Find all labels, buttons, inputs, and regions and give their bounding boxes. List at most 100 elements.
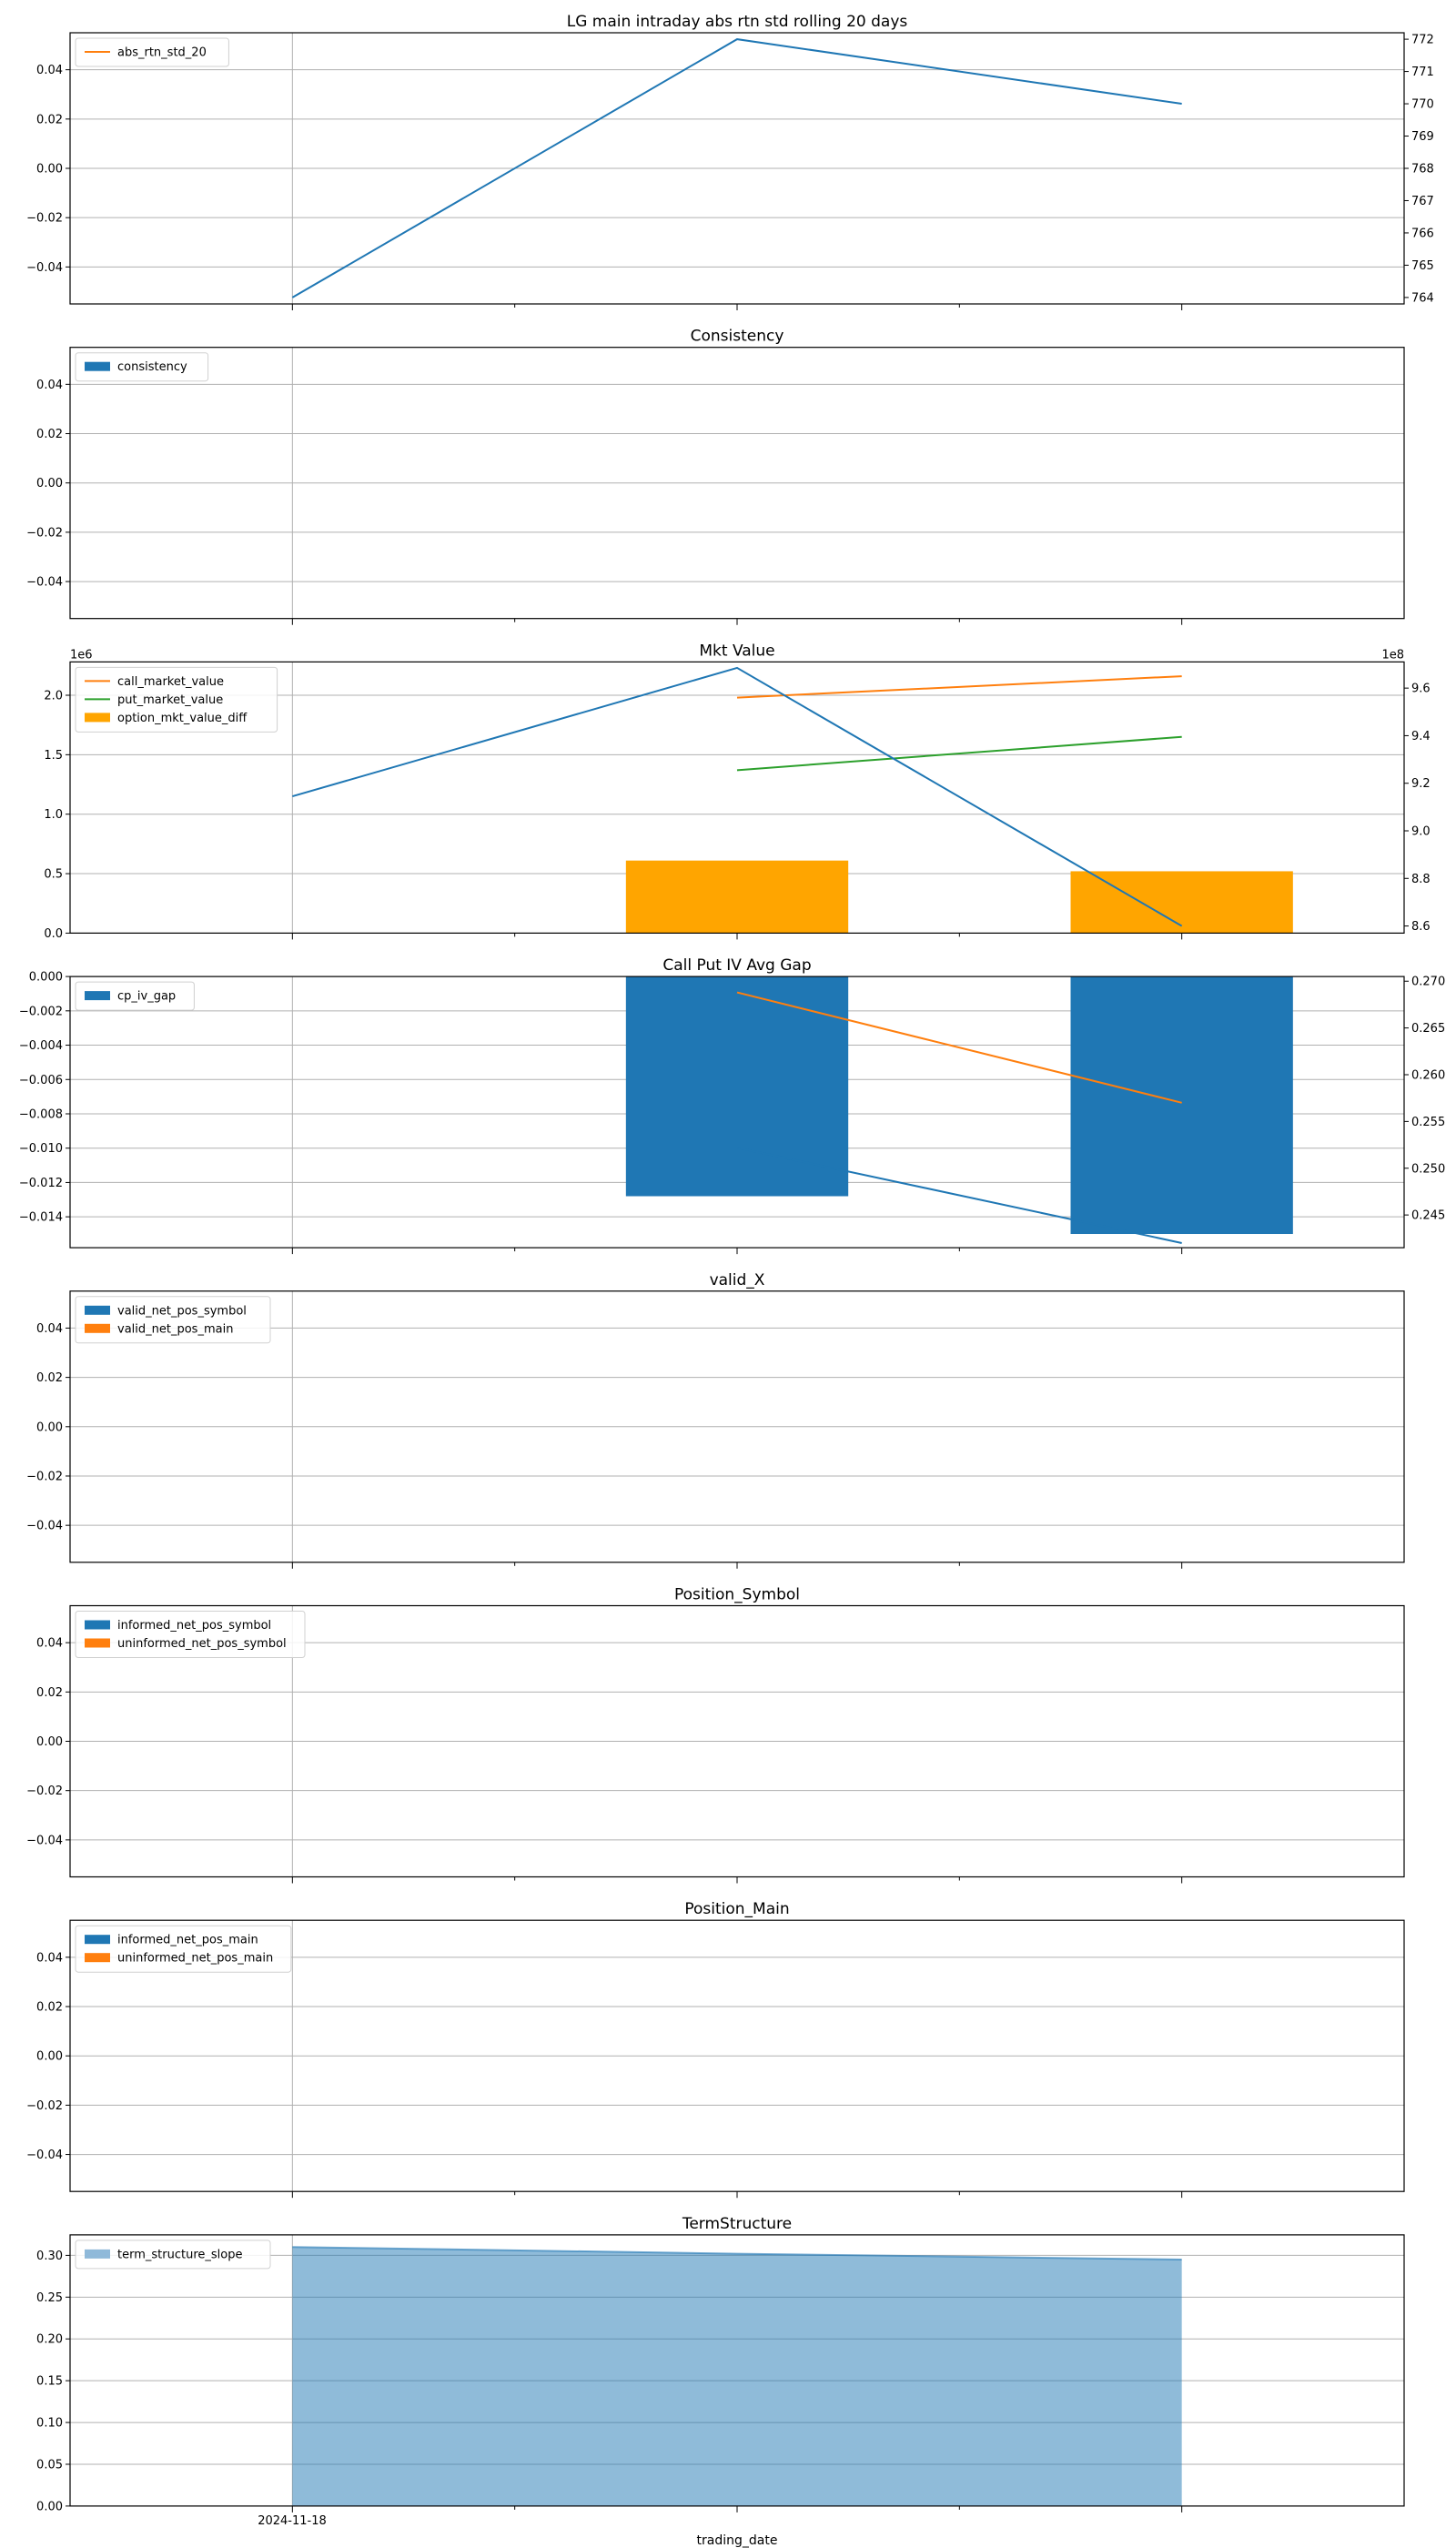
y2-tick-label: 764 [1411, 291, 1434, 305]
bar [625, 860, 849, 934]
bar [1070, 871, 1293, 934]
y2-tick-label: 8.6 [1411, 920, 1431, 934]
legend-label: call_market_value [117, 675, 224, 689]
area-fill [292, 2247, 1182, 2506]
legend-label: consistency [117, 360, 187, 374]
y2-tick-label: 9.2 [1411, 777, 1431, 791]
y2-tick-label: 772 [1411, 34, 1434, 47]
y-tick-label: −0.002 [19, 1005, 63, 1018]
y-tick-label: −0.004 [19, 1039, 63, 1053]
y-tick-label: 1.5 [44, 749, 63, 763]
y2-tick-label: 9.4 [1411, 730, 1431, 743]
y2-tick-label: 0.245 [1411, 1209, 1445, 1223]
y2-tick-label: 0.270 [1411, 976, 1445, 989]
y-tick-label: 0.04 [36, 1951, 63, 1965]
y-tick-label: 0.05 [36, 2458, 63, 2472]
legend-box [75, 2240, 271, 2270]
chart-panel-2: Mkt Value 2.0 1.5 1.0 0.5 0.0 1e6 9.6 9.4 9.2 9.0 8… [44, 642, 1430, 941]
legend-label: abs_rtn_std_20 [117, 46, 207, 60]
legend-label: option_mkt_value_diff [117, 712, 248, 725]
legend-swatch-patch [85, 1323, 110, 1333]
y-tick-label: 0.00 [36, 2050, 63, 2064]
y-tick-label: 0.04 [36, 64, 63, 77]
legend-swatch-patch [85, 1953, 110, 1963]
legend-label: cp_iv_gap [117, 990, 176, 1004]
bar [625, 976, 849, 1197]
y-tick-label: −0.02 [26, 212, 63, 226]
legend-swatch-patch [85, 713, 110, 723]
chart-panel-7: TermStructure 0.30 0.25 0.20 0.15 0.10 0.05 0.0… [36, 2215, 1405, 2513]
legend-swatch-patch [85, 1638, 110, 1648]
y-tick-label: 0.20 [36, 2333, 63, 2347]
y-tick-label: −0.014 [19, 1211, 63, 1225]
chart-title: Position_Symbol [674, 1586, 800, 1604]
y-tick-label: 0.02 [36, 428, 63, 441]
y-tick-label: 0.02 [36, 1371, 63, 1385]
legend-label: valid_net_pos_main [117, 1322, 233, 1336]
area-edge [292, 2246, 1182, 2260]
y-tick-label: 0.15 [36, 2375, 63, 2389]
chart-panel-0: LG main intraday abs rtn std rolling 20 … [26, 13, 1434, 310]
y-tick-label: −0.04 [26, 1834, 63, 1847]
chart-title: Mkt Value [699, 642, 774, 660]
legend-box [75, 37, 229, 67]
y2-tick-label: 769 [1411, 130, 1434, 144]
chart-title: Position_Main [684, 1900, 789, 1918]
chart-panel-6: Position_Main 0.04 0.02 0.00 −0.02 −0.04 infor… [26, 1900, 1405, 2199]
y2-tick-label: 765 [1411, 259, 1434, 273]
legend-swatch-patch [85, 1620, 110, 1630]
y2-tick-label: 0.250 [1411, 1162, 1445, 1176]
legend-box [75, 352, 209, 382]
legend-swatch-patch [85, 2249, 110, 2259]
y-tick-label: −0.02 [26, 2099, 63, 2113]
chart-panel-3: Call Put IV Avg Gap 0.000 −0.002 −0.004 −0.0… [19, 956, 1445, 1255]
y-tick-label: 0.30 [36, 2250, 63, 2263]
y-tick-label: 2.0 [44, 689, 63, 703]
chart-panel-1: Consistency 0.04 0.02 0.00 −0.02 −0.04 consist… [26, 328, 1405, 625]
y-tick-label: 0.00 [36, 1735, 63, 1749]
y-tick-label: 0.10 [36, 2417, 63, 2431]
series-line [736, 735, 1182, 772]
legend-label: informed_net_pos_main [117, 1934, 258, 1947]
y-tick-label: 0.04 [36, 1322, 63, 1336]
y-tick-label: 0.02 [36, 2001, 63, 2015]
y-tick-label: −0.010 [19, 1142, 63, 1156]
y-tick-label: 0.04 [36, 1637, 63, 1651]
y-tick-label: 0.00 [36, 163, 63, 177]
shared-x-tick-label: 2024-11-18 [258, 2514, 327, 2528]
y2-tick-label: 8.8 [1411, 873, 1431, 886]
legend-label: valid_net_pos_symbol [117, 1304, 247, 1318]
chart-title: TermStructure [682, 2215, 792, 2233]
y-tick-label: 0.00 [36, 2500, 63, 2513]
y-tick-label: −0.04 [26, 1520, 63, 1533]
y-tick-label: −0.008 [19, 1107, 63, 1121]
series-line [291, 38, 1182, 298]
legend-box [75, 666, 278, 733]
legend-swatch-patch [85, 991, 110, 1001]
legend-label: term_structure_slope [117, 2248, 242, 2261]
y-tick-label: −0.006 [19, 1074, 63, 1087]
legend-box [75, 981, 195, 1011]
y-tick-label: −0.02 [26, 526, 63, 540]
y-tick-label: 0.0 [44, 927, 63, 941]
chart-title: Call Put IV Avg Gap [662, 956, 811, 975]
y-tick-label: −0.04 [26, 2149, 63, 2162]
y2-offset-label: 1e8 [1381, 648, 1404, 662]
chart-title: Consistency [691, 328, 784, 346]
chart-title: LG main intraday abs rtn std rolling 20 … [567, 13, 908, 31]
y-tick-label: 0.00 [36, 477, 63, 490]
chart-panel-5: Position_Symbol 0.04 0.02 0.00 −0.02 −0.04 inf… [26, 1586, 1405, 1884]
series-line [736, 1147, 1182, 1244]
y2-tick-label: 0.265 [1411, 1022, 1445, 1036]
y-tick-label: 0.04 [36, 379, 63, 392]
y2-tick-label: 768 [1411, 163, 1434, 177]
y-tick-label: −0.04 [26, 576, 63, 590]
y2-tick-label: 9.0 [1411, 824, 1431, 838]
chart-panel-4: valid_X 0.04 0.02 0.00 −0.02 −0.04 valid_net_p… [26, 1271, 1405, 1569]
y2-tick-label: 771 [1411, 66, 1434, 79]
y-tick-label: 0.000 [29, 971, 63, 985]
y-tick-label: −0.02 [26, 1470, 63, 1483]
y2-tick-label: 9.6 [1411, 682, 1431, 696]
legend-box [75, 1925, 292, 1973]
y-tick-label: 0.02 [36, 113, 63, 126]
